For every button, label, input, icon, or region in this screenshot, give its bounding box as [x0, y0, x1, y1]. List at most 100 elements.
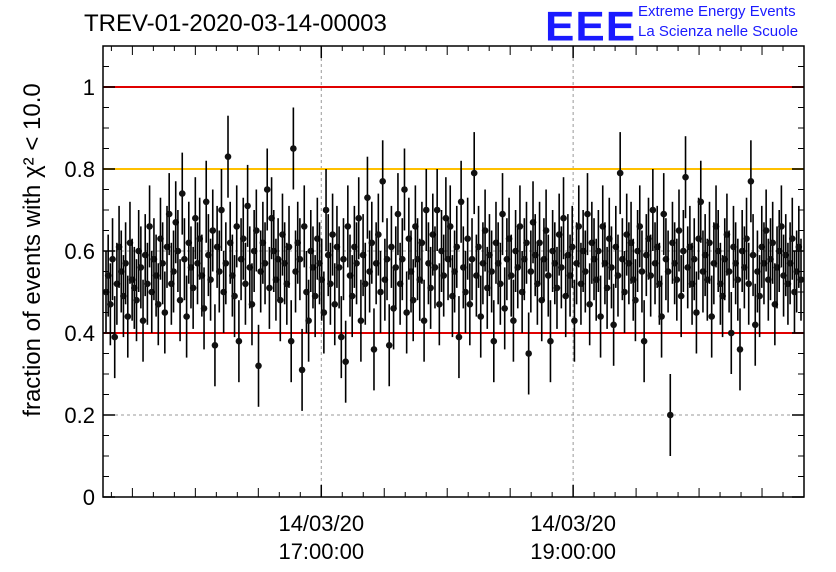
data-point	[527, 230, 535, 313]
point-marker	[296, 255, 304, 263]
point-marker	[285, 243, 293, 251]
point-marker	[466, 301, 474, 308]
data-point	[174, 210, 182, 292]
point-marker	[122, 260, 129, 267]
data-point	[616, 132, 624, 215]
data-point	[466, 263, 474, 346]
data-point	[675, 189, 683, 272]
point-marker	[320, 309, 328, 316]
data-point	[235, 300, 243, 383]
point-marker	[335, 264, 343, 271]
point-marker	[708, 313, 715, 320]
point-marker	[464, 235, 471, 242]
x-tick-label-date: 14/03/20	[278, 511, 364, 536]
point-marker	[457, 198, 465, 206]
data-point	[433, 169, 441, 251]
point-marker	[383, 255, 391, 263]
data-point	[464, 197, 471, 280]
point-marker	[183, 313, 190, 320]
data-point	[453, 205, 461, 288]
point-marker	[159, 260, 166, 267]
data-point	[202, 160, 210, 243]
data-point	[181, 218, 188, 301]
data-point	[568, 205, 576, 288]
data-point	[231, 255, 238, 338]
data-point	[666, 374, 674, 456]
point-marker	[276, 296, 284, 304]
point-marker	[266, 284, 273, 292]
logo-subtitle-line2: La Scienza nelle Scuole	[638, 23, 799, 40]
data-point	[597, 275, 604, 358]
data-point	[743, 197, 750, 280]
y-tick-label: 0	[83, 485, 95, 510]
data-point	[189, 246, 197, 329]
point-marker	[553, 284, 561, 292]
data-point	[403, 271, 410, 354]
data-point	[488, 230, 495, 313]
data-point	[178, 152, 186, 235]
data-point	[595, 210, 602, 292]
data-point	[348, 255, 356, 338]
point-marker	[499, 210, 506, 218]
data-point	[261, 222, 269, 305]
x-tick-label-date: 14/03/20	[530, 511, 616, 536]
point-marker	[756, 292, 763, 300]
point-marker	[331, 301, 339, 308]
data-point	[377, 251, 384, 333]
point-marker	[124, 313, 132, 320]
data-point	[649, 169, 657, 251]
point-marker	[361, 280, 369, 288]
point-marker	[586, 301, 593, 308]
point-marker	[287, 337, 295, 345]
data-point	[298, 328, 306, 411]
point-marker	[560, 214, 567, 222]
data-point	[614, 234, 622, 317]
point-marker	[298, 366, 306, 374]
point-marker	[403, 309, 410, 316]
data-point	[706, 201, 713, 284]
point-marker	[527, 268, 535, 275]
data-point	[161, 271, 169, 354]
point-marker	[427, 284, 434, 292]
data-point	[640, 300, 648, 383]
data-point	[335, 226, 343, 309]
y-tick-label: 0.8	[64, 157, 95, 182]
point-marker	[218, 206, 225, 214]
data-point	[762, 189, 770, 272]
point-marker	[139, 317, 147, 325]
point-marker	[510, 317, 517, 325]
eee-logo: EEE	[545, 3, 637, 50]
y-tick-label: 1	[83, 75, 95, 100]
point-marker	[311, 292, 319, 300]
point-marker	[107, 301, 114, 308]
point-marker	[137, 264, 145, 271]
data-point	[266, 246, 273, 329]
data-points	[102, 107, 805, 456]
data-point	[745, 242, 753, 325]
data-point	[680, 210, 687, 292]
point-marker	[144, 280, 151, 288]
point-marker	[165, 210, 173, 218]
point-marker	[797, 276, 805, 284]
data-point	[392, 226, 400, 309]
point-marker	[401, 186, 408, 193]
data-point	[523, 201, 530, 284]
data-point	[276, 259, 284, 342]
point-marker	[170, 268, 177, 275]
data-point	[603, 246, 611, 329]
point-marker	[368, 239, 376, 247]
point-marker	[154, 301, 162, 308]
point-marker	[222, 260, 230, 267]
point-marker	[357, 317, 365, 325]
data-point	[144, 242, 151, 325]
point-marker	[501, 305, 508, 312]
data-point	[253, 189, 260, 272]
point-marker	[525, 350, 532, 357]
point-marker	[725, 268, 733, 275]
data-point	[440, 234, 447, 317]
point-marker	[734, 276, 742, 284]
point-marker	[239, 235, 247, 242]
data-point	[436, 263, 443, 346]
point-marker	[544, 272, 552, 279]
data-point	[107, 263, 114, 346]
